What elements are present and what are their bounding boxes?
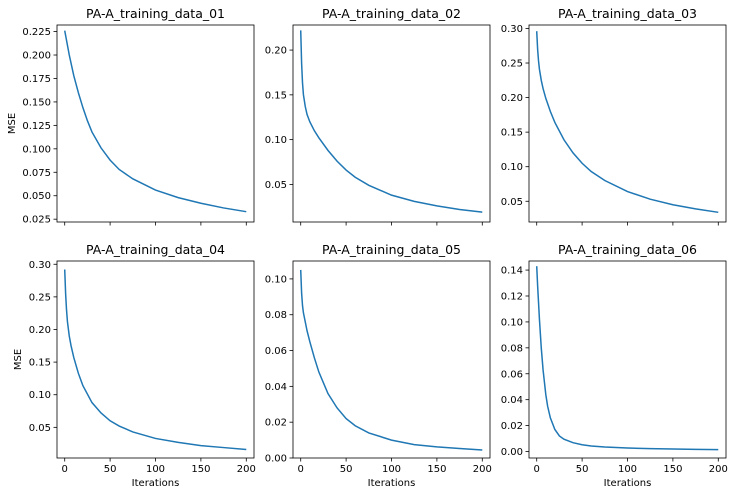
series-line	[535, 266, 719, 451]
y-tick-label: 0.20	[265, 46, 287, 57]
y-tick-label: 0.225	[22, 27, 51, 38]
y-tick-label: 0.15	[29, 358, 51, 369]
y-tick-label: 0.10	[265, 135, 287, 146]
plot-frame	[292, 24, 491, 223]
y-tick-label: 0.14	[501, 266, 523, 277]
y-tick-label: 0.06	[501, 369, 523, 380]
subplot-5: PA-A_training_data_05 0.00 0.02 0.04 0.06 0.0…	[265, 242, 492, 489]
y-tick-label: 0.08	[265, 310, 287, 321]
y-axis-label: MSE	[7, 113, 18, 134]
subplot-title: PA-A_training_data_05	[322, 242, 461, 257]
y-tick-label: 0.10	[501, 162, 523, 173]
y-tick-label: 0.25	[501, 59, 523, 70]
x-tick-label: 100	[382, 464, 401, 475]
y-tick-label: 0.30	[501, 24, 523, 35]
y-tick-label: 0.05	[501, 197, 523, 208]
y-tick-label: 0.025	[22, 215, 51, 226]
y-tick-label: 0.10	[501, 317, 523, 328]
x-tick-label: 200	[237, 464, 256, 475]
subplot-6: PA-A_training_data_06 0.00 0.02 0.04 0.06 0.0…	[501, 242, 728, 489]
y-tick-label: 0.10	[265, 274, 287, 285]
y-tick-label: 0.06	[265, 346, 287, 357]
x-axis-label: Iterations	[368, 478, 416, 489]
x-tick-label: 50	[340, 464, 353, 475]
plot-frame	[56, 260, 255, 459]
series-line	[299, 30, 483, 213]
subplot-1: PA-A_training_data_01 0.025 0.050 0.075 0.10…	[7, 6, 255, 226]
y-tick-label: 0.20	[29, 325, 51, 336]
y-tick-label: 0.00	[265, 454, 287, 465]
x-tick-label: 150	[191, 464, 210, 475]
subplot-title: PA-A_training_data_02	[322, 6, 461, 21]
y-tick-label: 0.08	[501, 343, 523, 354]
x-tick-label: 200	[709, 464, 728, 475]
y-tick-label: 0.10	[29, 390, 51, 401]
y-tick-label: 0.050	[22, 191, 51, 202]
subplot-4: PA-A_training_data_04 0.05 0.10 0.15 0.20 0.2…	[13, 242, 256, 489]
plot-frame	[528, 24, 727, 223]
y-tick-label: 0.075	[22, 168, 51, 179]
x-tick-label: 50	[104, 464, 117, 475]
subplot-3: PA-A_training_data_03 0.05 0.10 0.15 0.20 0.2…	[501, 6, 727, 226]
y-tick-label: 0.00	[501, 447, 523, 458]
series-line	[63, 269, 247, 451]
x-tick-label: 100	[618, 464, 637, 475]
x-tick-label: 100	[146, 464, 165, 475]
y-tick-label: 0.05	[29, 423, 51, 434]
subplot-2: PA-A_training_data_02 0.05 0.10 0.15 0.20	[265, 6, 491, 226]
y-tick-label: 0.125	[22, 121, 51, 132]
y-tick-label: 0.200	[22, 51, 51, 62]
y-tick-label: 0.25	[29, 292, 51, 303]
plot-frame	[292, 260, 491, 459]
x-tick-label: 0	[62, 464, 68, 475]
y-tick-label: 0.04	[265, 382, 287, 393]
y-tick-label: 0.150	[22, 97, 51, 108]
y-tick-label: 0.15	[265, 90, 287, 101]
y-axis-label: MSE	[13, 349, 24, 370]
plot-frame	[528, 260, 727, 459]
x-tick-label: 150	[427, 464, 446, 475]
y-tick-label: 0.04	[501, 395, 523, 406]
plot-frame	[56, 24, 255, 223]
series-line	[535, 31, 719, 214]
subplot-title: PA-A_training_data_03	[558, 6, 697, 21]
y-tick-label: 0.02	[265, 418, 287, 429]
y-tick-label: 0.12	[501, 291, 523, 302]
subplot-title: PA-A_training_data_01	[86, 6, 225, 21]
x-tick-label: 50	[576, 464, 589, 475]
subplot-title: PA-A_training_data_04	[86, 242, 225, 257]
y-tick-label: 0.100	[22, 144, 51, 155]
y-tick-label: 0.30	[29, 260, 51, 271]
subplot-title: PA-A_training_data_06	[558, 242, 697, 257]
y-tick-label: 0.05	[265, 180, 287, 191]
y-tick-label: 0.20	[501, 93, 523, 104]
x-tick-label: 0	[534, 464, 540, 475]
series-line	[299, 269, 483, 451]
series-line	[63, 30, 247, 213]
x-tick-label: 200	[473, 464, 492, 475]
x-axis-label: Iterations	[604, 478, 652, 489]
x-tick-label: 0	[298, 464, 304, 475]
x-tick-label: 150	[663, 464, 682, 475]
x-axis-label: Iterations	[132, 478, 180, 489]
y-tick-label: 0.175	[22, 74, 51, 85]
y-tick-label: 0.02	[501, 421, 523, 432]
y-tick-label: 0.15	[501, 128, 523, 139]
